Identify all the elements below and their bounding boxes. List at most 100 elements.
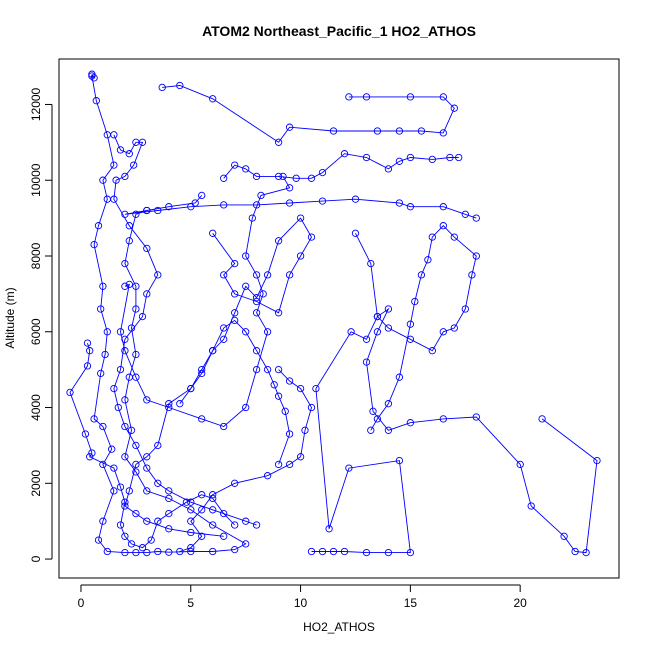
- data-point: [411, 297, 419, 306]
- data-point: [187, 498, 195, 506]
- data-point: [428, 233, 436, 241]
- data-point: [110, 161, 118, 169]
- data-point: [252, 201, 261, 209]
- data-point: [406, 419, 415, 427]
- data-point: [231, 545, 239, 554]
- data-point: [468, 271, 476, 279]
- data-point: [395, 199, 404, 207]
- plot-points: [66, 70, 601, 557]
- data-point: [373, 312, 382, 321]
- y-tick-label: 6000: [29, 318, 43, 345]
- data-point: [110, 464, 118, 472]
- data-point: [516, 460, 524, 469]
- data-point: [252, 521, 261, 529]
- data-point: [252, 271, 261, 279]
- data-point: [220, 509, 228, 518]
- data-point: [187, 544, 195, 552]
- data-point: [110, 195, 118, 203]
- data-point: [125, 280, 133, 289]
- data-point: [285, 430, 294, 438]
- data-point: [329, 547, 338, 556]
- data-point: [121, 532, 129, 540]
- data-point: [329, 127, 338, 135]
- data-point: [101, 350, 109, 359]
- data-point: [99, 517, 107, 525]
- data-point: [417, 127, 426, 135]
- data-point: [198, 415, 206, 423]
- data-point: [231, 259, 239, 268]
- data-point: [187, 506, 195, 514]
- data-point: [182, 498, 191, 506]
- data-point: [270, 381, 278, 389]
- series-line: [124, 195, 477, 219]
- data-point: [252, 294, 261, 302]
- data-point: [209, 506, 217, 514]
- x-axis-label: HO2_ATHOS: [303, 620, 375, 634]
- data-point: [97, 305, 105, 313]
- data-point: [121, 259, 129, 268]
- data-point: [373, 127, 382, 135]
- data-point: [165, 487, 173, 495]
- data-point: [90, 415, 98, 423]
- data-point: [362, 548, 371, 557]
- data-point: [242, 328, 250, 336]
- data-point: [132, 468, 140, 476]
- data-point: [231, 309, 239, 317]
- data-point: [88, 70, 96, 78]
- data-point: [274, 172, 283, 181]
- data-point: [439, 415, 447, 423]
- data-point: [154, 271, 162, 279]
- data-point: [406, 320, 415, 328]
- data-point: [450, 324, 458, 332]
- y-tick-label: 10000: [29, 163, 43, 197]
- data-point: [154, 479, 162, 487]
- data-point: [143, 396, 151, 404]
- data-point: [220, 324, 228, 332]
- y-axis-label: Altitude (m): [3, 287, 17, 348]
- data-point: [99, 282, 107, 290]
- data-point: [373, 415, 382, 423]
- data-point: [121, 498, 129, 506]
- data-point: [274, 138, 283, 146]
- data-point: [384, 305, 393, 313]
- data-point: [99, 422, 107, 431]
- data-point: [472, 214, 480, 222]
- data-point: [187, 203, 195, 211]
- data-point: [198, 506, 206, 514]
- data-point: [231, 290, 239, 298]
- data-point: [103, 547, 111, 556]
- data-point: [116, 328, 125, 336]
- data-point: [263, 365, 272, 374]
- data-point: [92, 97, 100, 105]
- data-point: [461, 305, 469, 313]
- data-point: [274, 309, 283, 317]
- x-axis: 0 5 10 15 20: [78, 584, 527, 610]
- data-point: [90, 74, 98, 82]
- data-point: [472, 252, 480, 260]
- data-point: [231, 316, 239, 325]
- data-point: [263, 328, 272, 336]
- data-point: [450, 233, 458, 241]
- data-point: [187, 528, 195, 537]
- data-point: [439, 222, 447, 230]
- data-point: [252, 347, 261, 355]
- data-point: [369, 407, 377, 415]
- series-line: [91, 73, 247, 554]
- data-point: [406, 335, 415, 343]
- series-line: [162, 85, 455, 143]
- data-point: [198, 491, 206, 499]
- data-point: [86, 347, 94, 355]
- data-point: [439, 328, 447, 336]
- series-line: [124, 217, 313, 537]
- data-point: [176, 400, 184, 408]
- data-point: [121, 502, 129, 510]
- data-point: [138, 544, 147, 552]
- data-point: [110, 487, 118, 495]
- data-point: [242, 517, 250, 525]
- data-point: [116, 483, 125, 491]
- data-point: [296, 252, 305, 260]
- data-point: [86, 453, 94, 461]
- data-point: [81, 430, 90, 438]
